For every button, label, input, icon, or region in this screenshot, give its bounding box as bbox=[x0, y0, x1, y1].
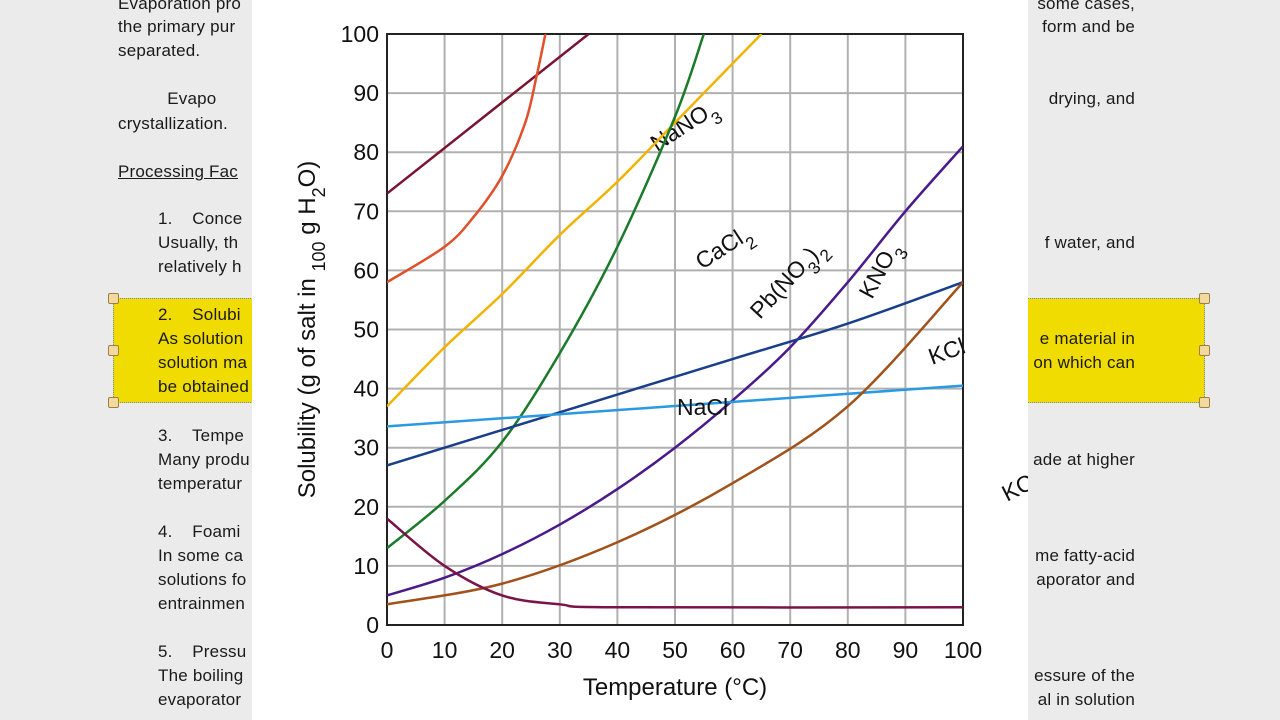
series-line-ce2so43 bbox=[387, 517, 963, 609]
document-line: 5. Pressu bbox=[158, 642, 247, 661]
series-label: KCl bbox=[925, 333, 969, 370]
x-tick-label: 50 bbox=[662, 637, 688, 663]
series-line-nacl bbox=[387, 384, 963, 428]
x-tick-label: 80 bbox=[835, 637, 861, 663]
document-line-end: essure of the bbox=[1034, 666, 1135, 685]
document-line: solution ma bbox=[158, 353, 248, 372]
y-tick-label: 0 bbox=[366, 612, 379, 638]
resize-handle[interactable] bbox=[108, 293, 119, 304]
series-line-pbno32 bbox=[387, 34, 763, 408]
x-tick-label: 60 bbox=[720, 637, 746, 663]
x-axis-label: Temperature (°C) bbox=[583, 674, 767, 701]
series-line-kclo3 bbox=[387, 281, 963, 606]
resize-handle[interactable] bbox=[108, 345, 119, 356]
y-tick-label: 10 bbox=[353, 553, 379, 579]
document-line: 3. Tempe bbox=[158, 426, 244, 445]
resize-handle[interactable] bbox=[1199, 345, 1210, 356]
resize-handle[interactable] bbox=[1199, 293, 1210, 304]
chart-image-panel: 0 10 20 30 40 50 60 70 80 90 100 0 10 20 30 40 50 60 70 80 9… bbox=[252, 0, 1028, 720]
x-tick-label: 90 bbox=[893, 637, 919, 663]
document-line-end: ade at higher bbox=[1033, 450, 1135, 469]
document-line-end: on which can bbox=[1033, 353, 1135, 372]
document-line: entrainmen bbox=[158, 594, 246, 613]
series-line-kno3 bbox=[387, 34, 705, 550]
solubility-chart: 0 10 20 30 40 50 60 70 80 90 100 0 10 20 30 40 50 60 70 80 9… bbox=[294, 21, 1028, 701]
document-line: the primary pur bbox=[118, 17, 236, 36]
y-tick-label: 60 bbox=[353, 257, 379, 283]
document-line: The boiling bbox=[158, 666, 244, 685]
x-tick-label: 0 bbox=[381, 637, 394, 663]
resize-handle[interactable] bbox=[108, 397, 119, 408]
series-label: KClO3 bbox=[997, 454, 1028, 514]
document-line: 4. Foami bbox=[158, 522, 241, 541]
x-tick-label: 70 bbox=[777, 637, 803, 663]
y-axis-label: Solubility (g of salt in 100 g H2O) bbox=[294, 161, 329, 499]
document-line: Many produ bbox=[158, 450, 250, 469]
document-line-end: some cases, bbox=[1037, 0, 1135, 13]
series-label: CaCl2 bbox=[691, 219, 761, 281]
y-tick-label: 70 bbox=[353, 198, 379, 224]
series-line-nano3 bbox=[387, 34, 590, 195]
document-line: be obtained bbox=[158, 377, 250, 396]
plot-frame bbox=[386, 33, 964, 626]
y-tick-label: 40 bbox=[353, 376, 379, 402]
resize-handle[interactable] bbox=[1199, 397, 1210, 408]
y-tick-label: 80 bbox=[353, 139, 379, 165]
x-tick-label: 100 bbox=[944, 637, 982, 663]
y-tick-label: 50 bbox=[353, 317, 379, 343]
document-line: 1. Conce bbox=[158, 209, 243, 228]
y-tick-label: 100 bbox=[341, 21, 379, 47]
document-line: evaporator bbox=[158, 690, 242, 709]
y-tick-label: 20 bbox=[353, 494, 379, 520]
document-line: Evaporation pro bbox=[118, 0, 242, 13]
document-line-end: drying, and bbox=[1048, 89, 1135, 108]
document-line: As solution bbox=[158, 329, 244, 348]
y-tick-label: 90 bbox=[353, 80, 379, 106]
series-label: NaCl bbox=[677, 394, 728, 420]
series-line-k2cr2o7 bbox=[387, 145, 963, 597]
document-line: crystallization. bbox=[118, 114, 228, 133]
document-line-end: e material in bbox=[1039, 329, 1135, 348]
series-line-cacl2 bbox=[387, 34, 547, 284]
document-line: separated. bbox=[118, 41, 201, 60]
x-tick-label: 30 bbox=[547, 637, 573, 663]
document-line-end: me fatty-acid bbox=[1035, 546, 1135, 565]
document-line: Evapo bbox=[118, 89, 217, 108]
document-line: In some ca bbox=[158, 546, 244, 565]
series-label: KNO3 bbox=[853, 238, 912, 307]
document-line: Processing Fac bbox=[118, 162, 238, 181]
document-line: temperatur bbox=[158, 474, 243, 493]
series-line-kcl bbox=[387, 281, 963, 467]
document-line: relatively h bbox=[158, 257, 242, 276]
document-line-end: form and be bbox=[1042, 17, 1135, 36]
document-line: solutions fo bbox=[158, 570, 247, 589]
document-line-end: f water, and bbox=[1044, 233, 1135, 252]
x-tick-label: 10 bbox=[432, 637, 458, 663]
y-tick-label: 30 bbox=[353, 435, 379, 461]
document-line: Usually, th bbox=[158, 233, 239, 252]
series-label: NaNO3 bbox=[646, 94, 727, 163]
document-line-end: al in solution bbox=[1037, 690, 1135, 709]
document-line-end: aporator and bbox=[1036, 570, 1135, 589]
document-line: 2. Solubi bbox=[158, 305, 241, 324]
x-tick-label: 40 bbox=[605, 637, 631, 663]
x-tick-label: 20 bbox=[489, 637, 515, 663]
